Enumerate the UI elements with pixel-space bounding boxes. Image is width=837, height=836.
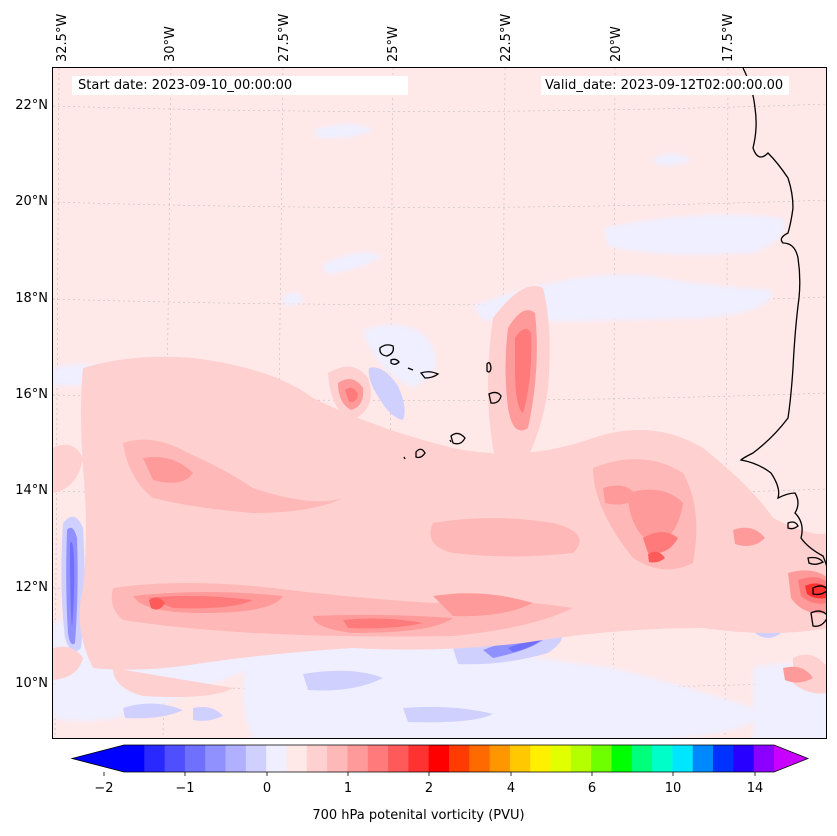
colorbar [70,744,810,776]
colorbar-title: 700 hPa potenital vorticity (PVU) [312,808,525,823]
colorbar-segment [672,745,694,772]
colorbar-tick-label: 6 [587,781,597,796]
colorbar-segment [489,745,511,772]
colorbar-segment [327,745,349,772]
lon-label: 20°W [609,26,624,62]
colorbar-tick-label: 0 [262,781,272,796]
lat-label: 22°N [15,98,48,113]
colorbar-segment [692,745,714,772]
colorbar-tick-label: 1 [343,781,353,796]
colorbar-tick-label: 14 [746,781,764,796]
colorbar-tick-label: −1 [175,781,195,796]
colorbar-segment [509,745,531,772]
colorbar-segment [164,745,186,772]
lat-label: 16°N [15,387,48,402]
colorbar-segment [367,745,389,772]
colorbar-segment [245,745,267,772]
lon-label: 32.5°W [55,13,70,62]
lat-label: 18°N [15,291,48,306]
colorbar-segment [286,745,308,772]
colorbar-tick-label: 4 [506,781,516,796]
colorbar-segment [469,745,491,772]
lat-label: 10°N [15,676,48,691]
colorbar-tick-label: 10 [664,781,682,796]
lat-label: 14°N [15,483,48,498]
lon-label: 25°W [386,26,401,62]
colorbar-segment [550,745,572,772]
colorbar-segment [713,745,734,772]
colorbar-tick-label: −2 [94,781,114,796]
colorbar-segment [144,745,166,772]
pv-field-map [53,68,826,738]
colorbar-segment [306,745,328,772]
colorbar-segment [347,745,369,772]
lat-label: 20°N [15,194,48,209]
colorbar-segment [591,745,613,772]
colorbar-segment [225,745,247,772]
lon-label: 30°W [163,26,178,62]
lon-label: 22.5°W [499,13,514,62]
colorbar-segment [611,745,633,772]
colorbar-segment [428,745,450,772]
colorbar-extend-low [72,745,124,772]
colorbar-segment [184,745,206,772]
colorbar-tick-label: 2 [424,781,434,796]
colorbar-segment [652,745,674,772]
coastlines [379,68,826,627]
colorbar-segment [205,745,227,772]
colorbar-segment [388,745,409,772]
colorbar-segment [449,745,470,772]
colorbar-segment [570,745,592,772]
valid-date-label: Valid_date: 2023-09-12T02:00:00.00 [541,76,790,95]
colorbar-segment [124,745,145,772]
colorbar-outline [70,744,810,773]
lon-label: 27.5°W [277,13,292,62]
lat-label: 12°N [15,580,48,595]
colorbar-segment [753,745,775,772]
start-date-label: Start date: 2023-09-10_00:00:00 [72,76,408,95]
colorbar-segment [530,745,552,772]
lon-label: 17.5°W [721,13,736,62]
colorbar-extend-high [774,745,808,772]
pv-red-features [111,310,826,683]
colorbar-segment [266,745,288,772]
colorbar-segment [631,745,653,772]
map-panel [52,67,827,739]
colorbar-segment [733,745,755,772]
colorbar-segment [408,745,430,772]
